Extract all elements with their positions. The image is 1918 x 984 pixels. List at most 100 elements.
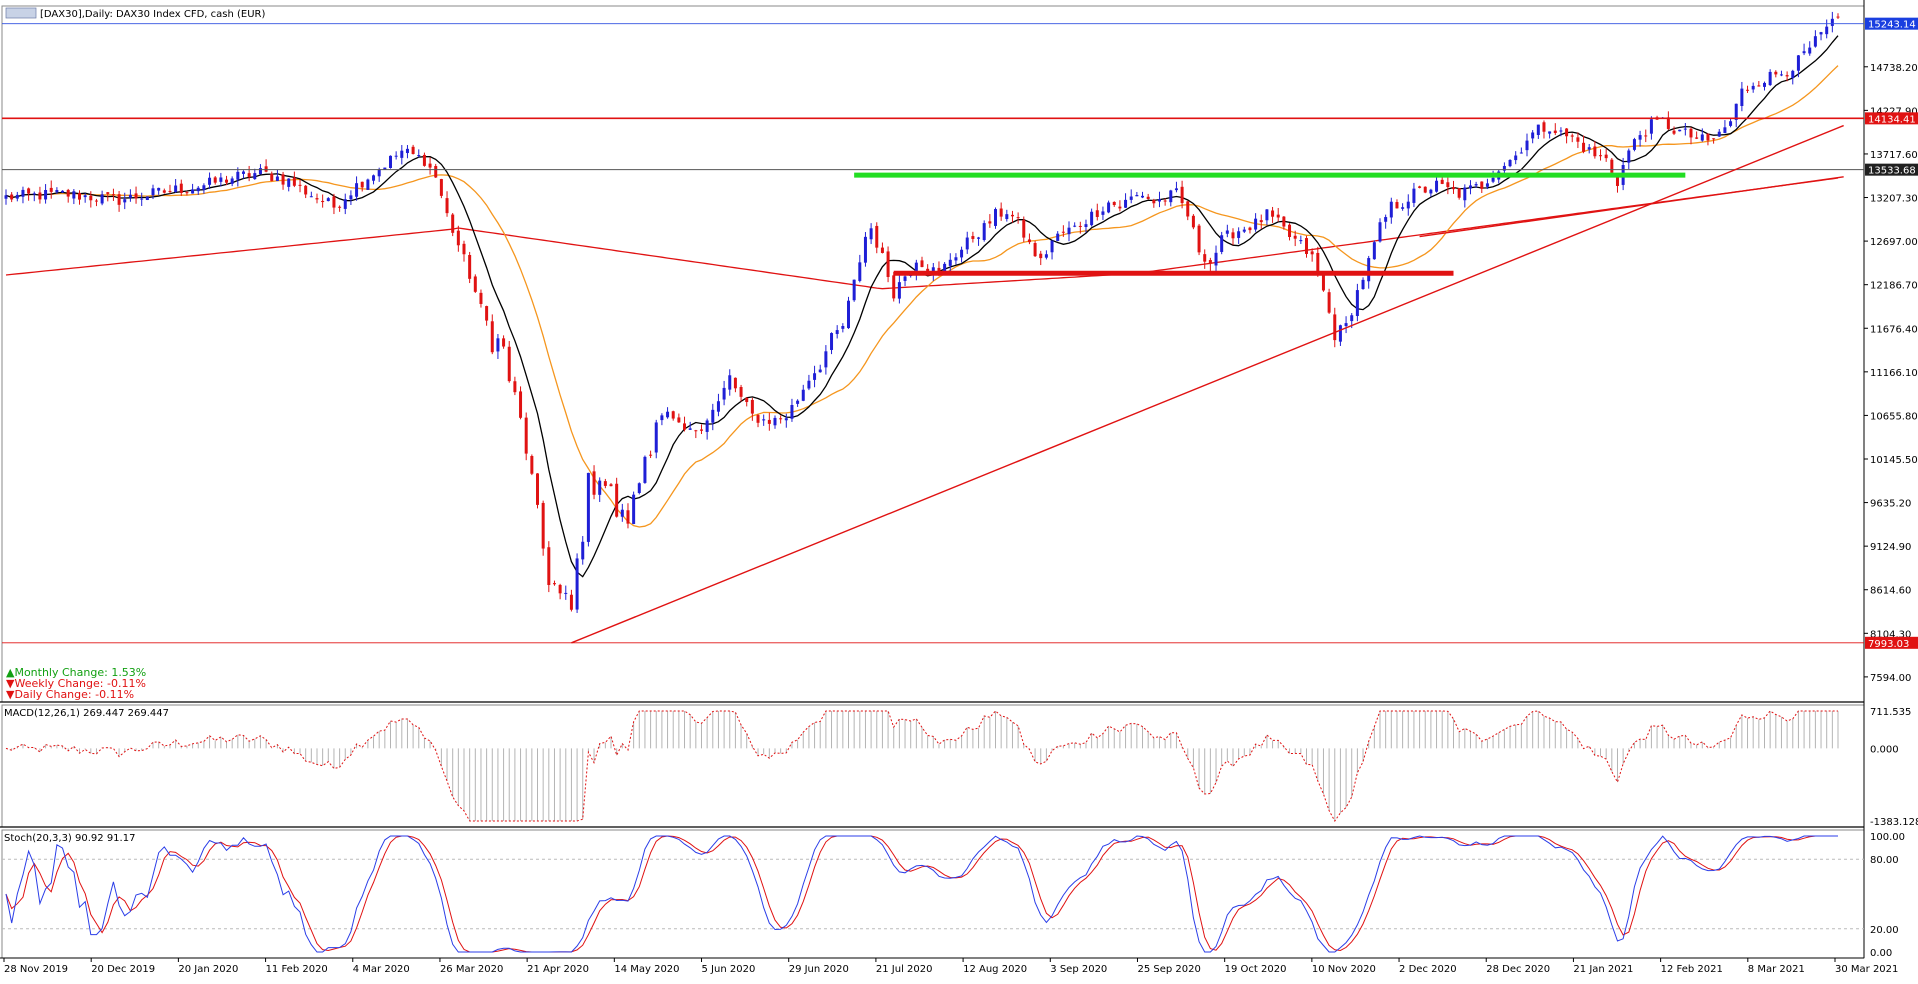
candle-body: [1061, 231, 1065, 233]
candle-body: [383, 167, 387, 170]
candle-body: [1073, 225, 1077, 227]
candle-body: [1802, 51, 1806, 54]
candle-body: [309, 196, 313, 198]
price-tick-label: 10145.50: [1870, 455, 1918, 466]
low-price-label-box: [1865, 636, 1918, 649]
candle-body: [89, 195, 93, 201]
candle-body: [547, 547, 551, 586]
candle-body: [1593, 146, 1597, 157]
candle-body: [1101, 211, 1105, 215]
candle-body: [388, 155, 392, 168]
candle-body: [779, 418, 783, 420]
candle-body: [157, 187, 161, 191]
price-tick-label: 7594.00: [1870, 673, 1911, 684]
candle-body: [1729, 121, 1733, 126]
candle-body: [428, 163, 432, 168]
candle-body: [965, 237, 969, 250]
mid-level-price-label: 13533.68: [1868, 166, 1916, 177]
candle-body: [1525, 140, 1529, 151]
candle-body: [106, 192, 110, 194]
candle-body: [1570, 135, 1574, 137]
candle-body: [1169, 190, 1173, 203]
candle-body: [196, 187, 200, 192]
candle-body: [807, 380, 811, 389]
candle-body: [756, 415, 760, 423]
candle-body: [575, 558, 579, 610]
candle-body: [1440, 179, 1444, 184]
candle-body: [643, 456, 647, 483]
date-tick-label: 30 Mar 2021: [1835, 964, 1898, 975]
candle-body: [145, 196, 149, 201]
candle-body: [1203, 254, 1207, 262]
candle-body: [1638, 135, 1642, 140]
candle-body: [1299, 240, 1303, 242]
current-price-label-box: [1865, 17, 1918, 30]
candle-body: [1587, 147, 1591, 150]
candle-body: [1485, 183, 1489, 187]
candle-body: [72, 191, 76, 199]
candle-body: [1316, 252, 1320, 274]
candle-body: [830, 333, 834, 350]
candle-body: [315, 198, 319, 200]
candle-body: [1084, 224, 1088, 228]
candle-body: [219, 177, 223, 182]
candle-body: [1649, 119, 1653, 134]
candle-body: [581, 541, 585, 560]
candle-body: [835, 330, 839, 334]
candle-body: [462, 243, 466, 255]
candle-body: [1338, 325, 1342, 342]
candle-body: [479, 292, 483, 304]
candle-body: [507, 346, 511, 382]
chart-window-icon[interactable]: [5, 7, 37, 19]
candle-body: [1355, 290, 1359, 316]
candle-body: [230, 178, 234, 184]
candle-body: [1372, 242, 1376, 260]
candle-body: [1452, 187, 1456, 190]
candle-body: [688, 428, 692, 430]
candle-body: [1418, 186, 1422, 188]
date-tick-label: 25 Sep 2020: [1137, 964, 1200, 975]
candle-body: [1129, 196, 1133, 200]
candle-body: [1819, 32, 1823, 35]
candle-body: [140, 198, 144, 200]
candle-body: [1395, 202, 1399, 209]
candle-body: [1468, 185, 1472, 189]
candle-body: [1107, 202, 1111, 213]
date-tick-label: 29 Jun 2020: [789, 964, 849, 975]
candle-body: [456, 230, 460, 246]
candle-body: [179, 183, 183, 193]
candle-body: [677, 417, 681, 423]
date-tick-label: 12 Aug 2020: [963, 964, 1027, 975]
candle-body: [733, 377, 737, 389]
candle-body: [880, 247, 884, 253]
price-tick-label: 13207.30: [1870, 194, 1918, 205]
candle-body: [1746, 89, 1750, 91]
candle-body: [1717, 131, 1721, 137]
price-tick-label: 14738.20: [1870, 63, 1918, 74]
candle-body: [1762, 82, 1766, 87]
candle-body: [796, 400, 800, 404]
candle-body: [1016, 217, 1020, 219]
candle-body: [1033, 243, 1037, 257]
candle-body: [1157, 199, 1161, 202]
candle-body: [44, 189, 48, 200]
candle-body: [1146, 196, 1150, 199]
candle-body: [694, 430, 698, 432]
candle-body: [1723, 127, 1727, 133]
candle-body: [213, 177, 217, 183]
candle-body: [1321, 274, 1325, 291]
candle-body: [434, 166, 438, 178]
macd-tick-label: 0.000: [1870, 744, 1899, 755]
candle-body: [1135, 195, 1139, 197]
candle-body: [524, 417, 528, 454]
candle-body: [1220, 235, 1224, 252]
candle-body: [1282, 216, 1286, 227]
weekly-change-label: ▼Weekly Change: -0.11%: [6, 677, 146, 690]
candle-body: [1163, 200, 1167, 202]
candle-body: [168, 190, 172, 192]
trendline: [1419, 176, 1844, 238]
date-tick-label: 3 Sep 2020: [1050, 964, 1107, 975]
candle-body: [1022, 219, 1026, 238]
candle-body: [1254, 218, 1258, 230]
